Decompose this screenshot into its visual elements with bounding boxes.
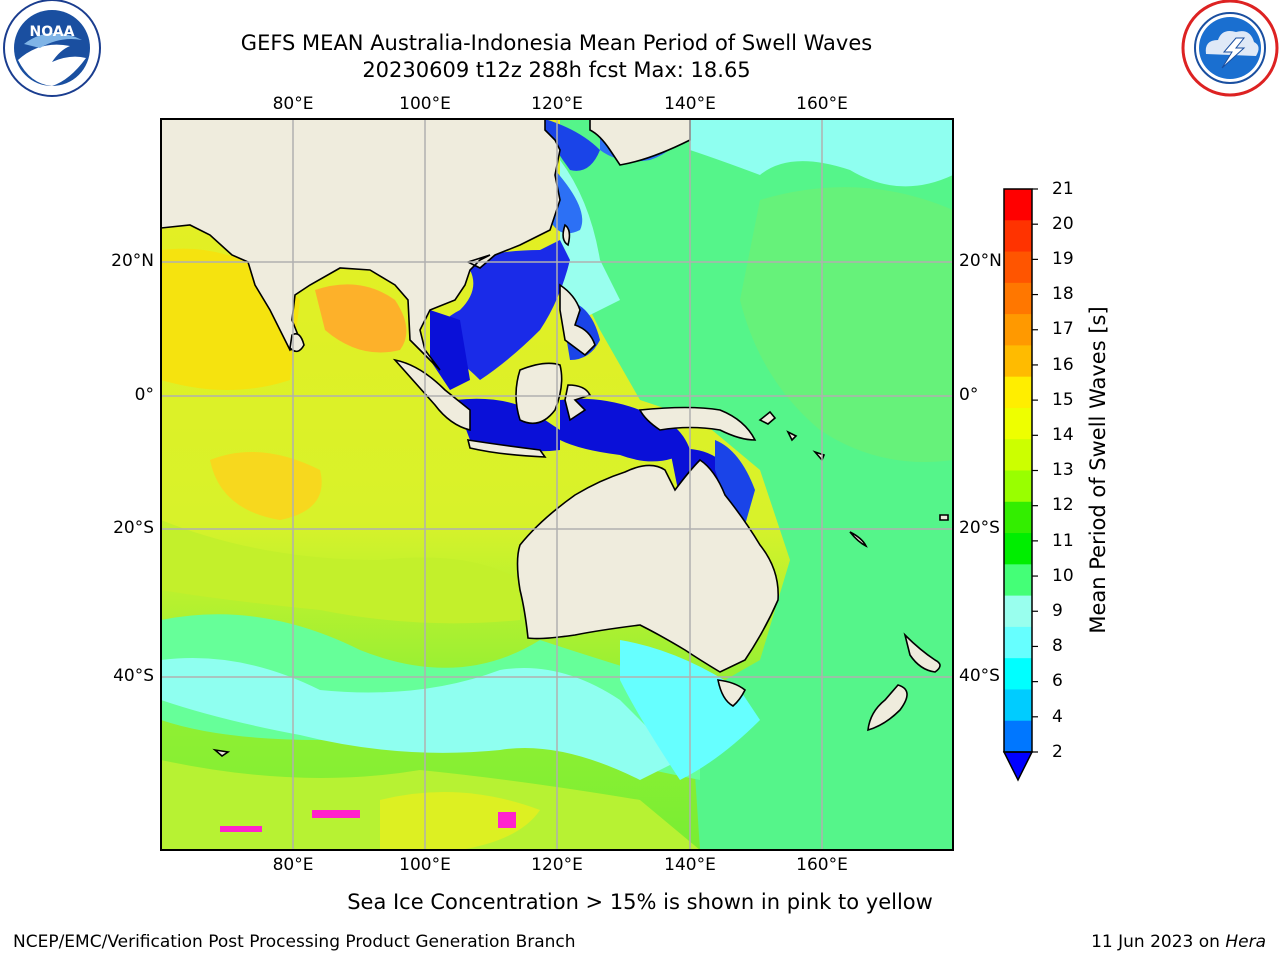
colorbar-tick: 17 [1052,319,1074,339]
colorbar-tick: 20 [1052,214,1074,234]
lat-label-left: 20°N [111,251,154,271]
colorbar-tick: 9 [1052,601,1063,621]
lon-label-top: 140°E [664,94,716,114]
colorbar-tick: 10 [1052,566,1074,586]
colorbar-tick: 19 [1052,249,1074,269]
nws-logo [1181,0,1279,97]
map-title: GEFS MEAN Australia-Indonesia Mean Perio… [240,31,873,55]
lon-label-bottom: 100°E [399,855,451,875]
lat-label-right: 20°S [959,518,1000,538]
lat-label-left: 0° [134,385,154,405]
date-text: 11 Jun 2023 on [1091,932,1226,952]
lat-label-left: 20°S [113,518,154,538]
colorbar-tick: 15 [1052,390,1074,410]
lon-label-top: 100°E [399,94,451,114]
colorbar-label: Mean Period of Swell Waves [s] [1086,306,1110,634]
colorbar-tick: 13 [1052,460,1074,480]
colorbar-tick: 21 [1052,179,1074,199]
colorbar-swatch [1004,376,1032,409]
land-masses [161,119,949,758]
sea-ice-note: Sea Ice Concentration > 15% is shown in … [347,890,933,914]
colorbar-swatch [1004,658,1032,690]
lon-label-bottom: 140°E [664,855,716,875]
colorbar [1002,188,1038,782]
lon-label-top: 160°E [796,94,848,114]
colorbar-swatch [1004,689,1032,722]
lat-label-left: 40°S [113,666,154,686]
map-subtitle: 20230609 t12z 288h fcst Max: 18.65 [362,58,751,82]
lon-label-bottom: 160°E [796,855,848,875]
noaa-logo: NOAA [3,0,101,97]
colorbar-swatch [1004,595,1032,628]
colorbar-swatch [1004,626,1032,659]
colorbar-swatch [1004,533,1032,565]
colorbar-swatch [1004,189,1032,221]
colorbar-swatch [1004,314,1032,346]
graticule [161,119,953,850]
date-stamp: 11 Jun 2023 on Hera [1091,932,1266,952]
colorbar-swatch [1004,501,1032,534]
lat-label-right: 40°S [959,666,1000,686]
colorbar-tick: 2 [1052,742,1063,762]
swell-period-field [161,119,953,850]
colorbar-extend-arrow [1002,751,1034,782]
lon-label-top: 120°E [531,94,583,114]
lon-label-bottom: 120°E [531,855,583,875]
colorbar-swatch [1004,470,1032,503]
colorbar-swatch [1004,251,1032,284]
lon-label-top: 80°E [272,94,314,114]
colorbar-tick: 12 [1052,495,1074,515]
colorbar-swatch [1004,407,1032,440]
colorbar-tick: 11 [1052,531,1074,551]
host-name: Hera [1225,932,1266,952]
lon-label-bottom: 80°E [272,855,314,875]
colorbar-swatch [1004,282,1032,315]
colorbar-swatch [1004,345,1032,378]
lat-label-right: 0° [959,385,979,405]
colorbar-tick: 4 [1052,707,1063,727]
colorbar-swatch [1004,564,1032,597]
colorbar-swatch [1004,220,1032,253]
colorbar-swatch [1004,439,1032,471]
noaa-logo-text: NOAA [30,24,75,40]
colorbar-tick: 8 [1052,636,1063,656]
colorbar-swatch [1004,720,1032,753]
map-frame [160,118,954,851]
colorbar-tick: 14 [1052,425,1074,445]
colorbar-tick: 6 [1052,671,1063,691]
colorbar-tick: 18 [1052,284,1074,304]
colorbar-tick: 16 [1052,355,1074,375]
lat-label-right: 20°N [959,251,1002,271]
credit-text: NCEP/EMC/Verification Post Processing Pr… [13,932,576,952]
